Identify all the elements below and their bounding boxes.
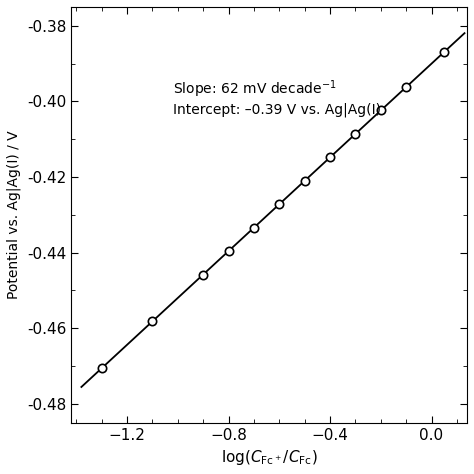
- Y-axis label: Potential vs. Ag|Ag(I) / V: Potential vs. Ag|Ag(I) / V: [7, 130, 21, 299]
- Text: Slope: 62 mV decade$^{-1}$
Intercept: –0.39 V vs. Ag|Ag(I): Slope: 62 mV decade$^{-1}$ Intercept: –0…: [173, 79, 381, 117]
- X-axis label: log($C_{\mathrm{Fc}^+}$/$C_{\mathrm{Fc}}$): log($C_{\mathrm{Fc}^+}$/$C_{\mathrm{Fc}}…: [221, 448, 318, 467]
